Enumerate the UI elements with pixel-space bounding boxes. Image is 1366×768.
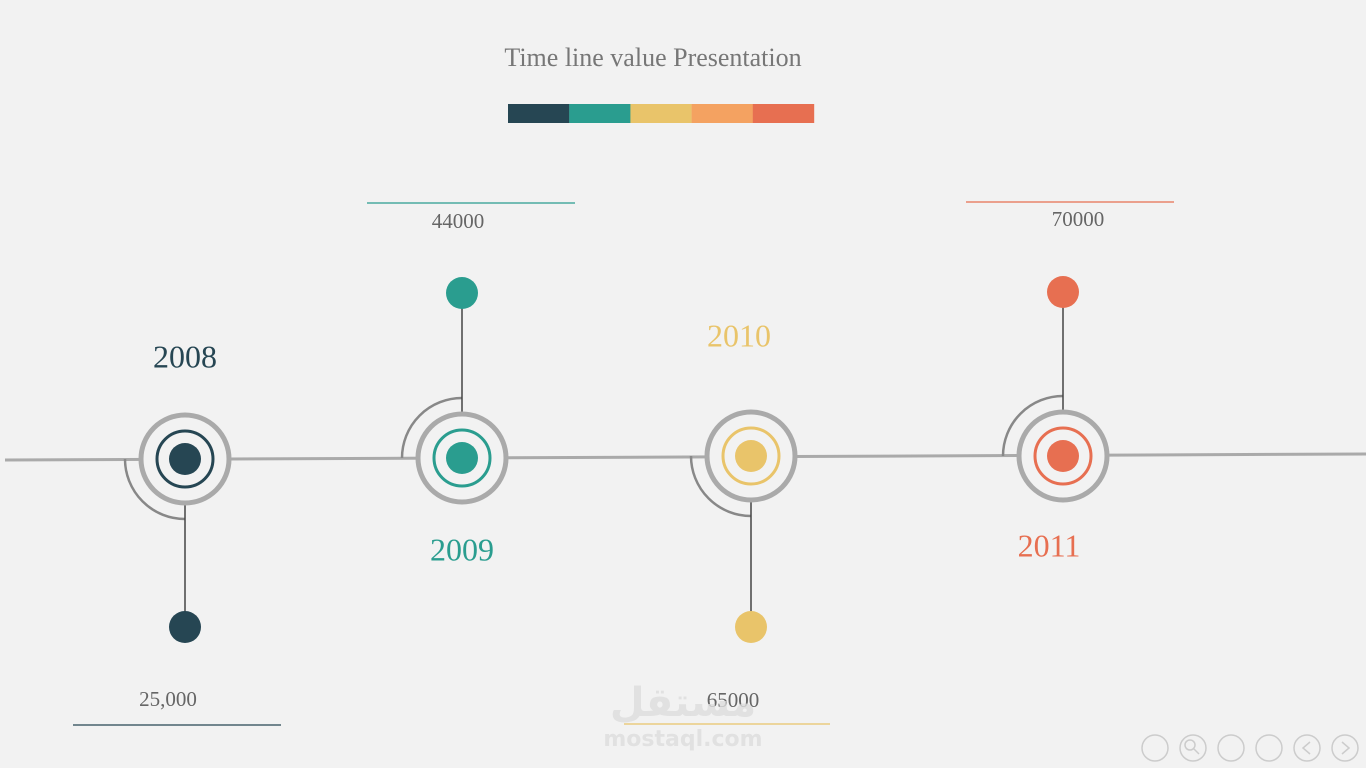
milestone-value: 25,000 — [139, 687, 197, 711]
slideshow-controls — [1141, 734, 1359, 762]
milestone-dot — [1047, 440, 1079, 472]
milestone-dot — [735, 440, 767, 472]
slides-button[interactable] — [1217, 734, 1245, 762]
palette-swatch — [630, 104, 692, 123]
watermark-logo: مستقل — [610, 680, 756, 726]
milestone-end-dot — [446, 277, 478, 309]
next-icon — [1341, 741, 1351, 755]
milestone-arc — [123, 458, 186, 521]
previous-icon — [1301, 741, 1311, 755]
milestone-end-dot — [1047, 276, 1079, 308]
watermark-site: mostaql.com — [603, 727, 762, 752]
menu-button[interactable] — [1141, 734, 1169, 762]
palette-swatch — [691, 104, 753, 123]
pen-button[interactable] — [1255, 734, 1283, 762]
next-button[interactable] — [1331, 734, 1359, 762]
milestone-dot — [446, 442, 478, 474]
zoom-icon — [1193, 748, 1200, 755]
milestone-arc — [689, 455, 752, 518]
milestone-year: 2010 — [707, 317, 771, 353]
milestone-dot — [169, 443, 201, 475]
previous-button[interactable] — [1293, 734, 1321, 762]
milestone-inner-ring — [1033, 426, 1093, 486]
timeline — [4, 452, 1366, 462]
milestone-end-dot — [169, 611, 201, 643]
milestone-arc — [400, 396, 463, 459]
slide-title: Time line value Presentation — [504, 43, 801, 72]
milestone-inner-ring — [721, 426, 781, 486]
palette-swatch — [508, 104, 570, 123]
milestone-value: 65000 — [707, 688, 760, 712]
milestone-value: 44000 — [432, 209, 485, 233]
milestone-end-dot — [735, 611, 767, 643]
palette-swatch — [569, 104, 631, 123]
milestone-inner-ring — [432, 428, 492, 488]
milestone-value: 70000 — [1052, 207, 1105, 231]
milestone-arc — [1001, 394, 1064, 457]
milestone-year: 2008 — [153, 338, 217, 374]
milestone-year: 2009 — [430, 531, 494, 567]
zoom-button[interactable] — [1179, 734, 1207, 762]
milestone-inner-ring — [155, 429, 215, 489]
milestone-year: 2011 — [1018, 527, 1081, 563]
zoom-icon — [1184, 739, 1196, 751]
palette-swatch — [752, 104, 815, 123]
